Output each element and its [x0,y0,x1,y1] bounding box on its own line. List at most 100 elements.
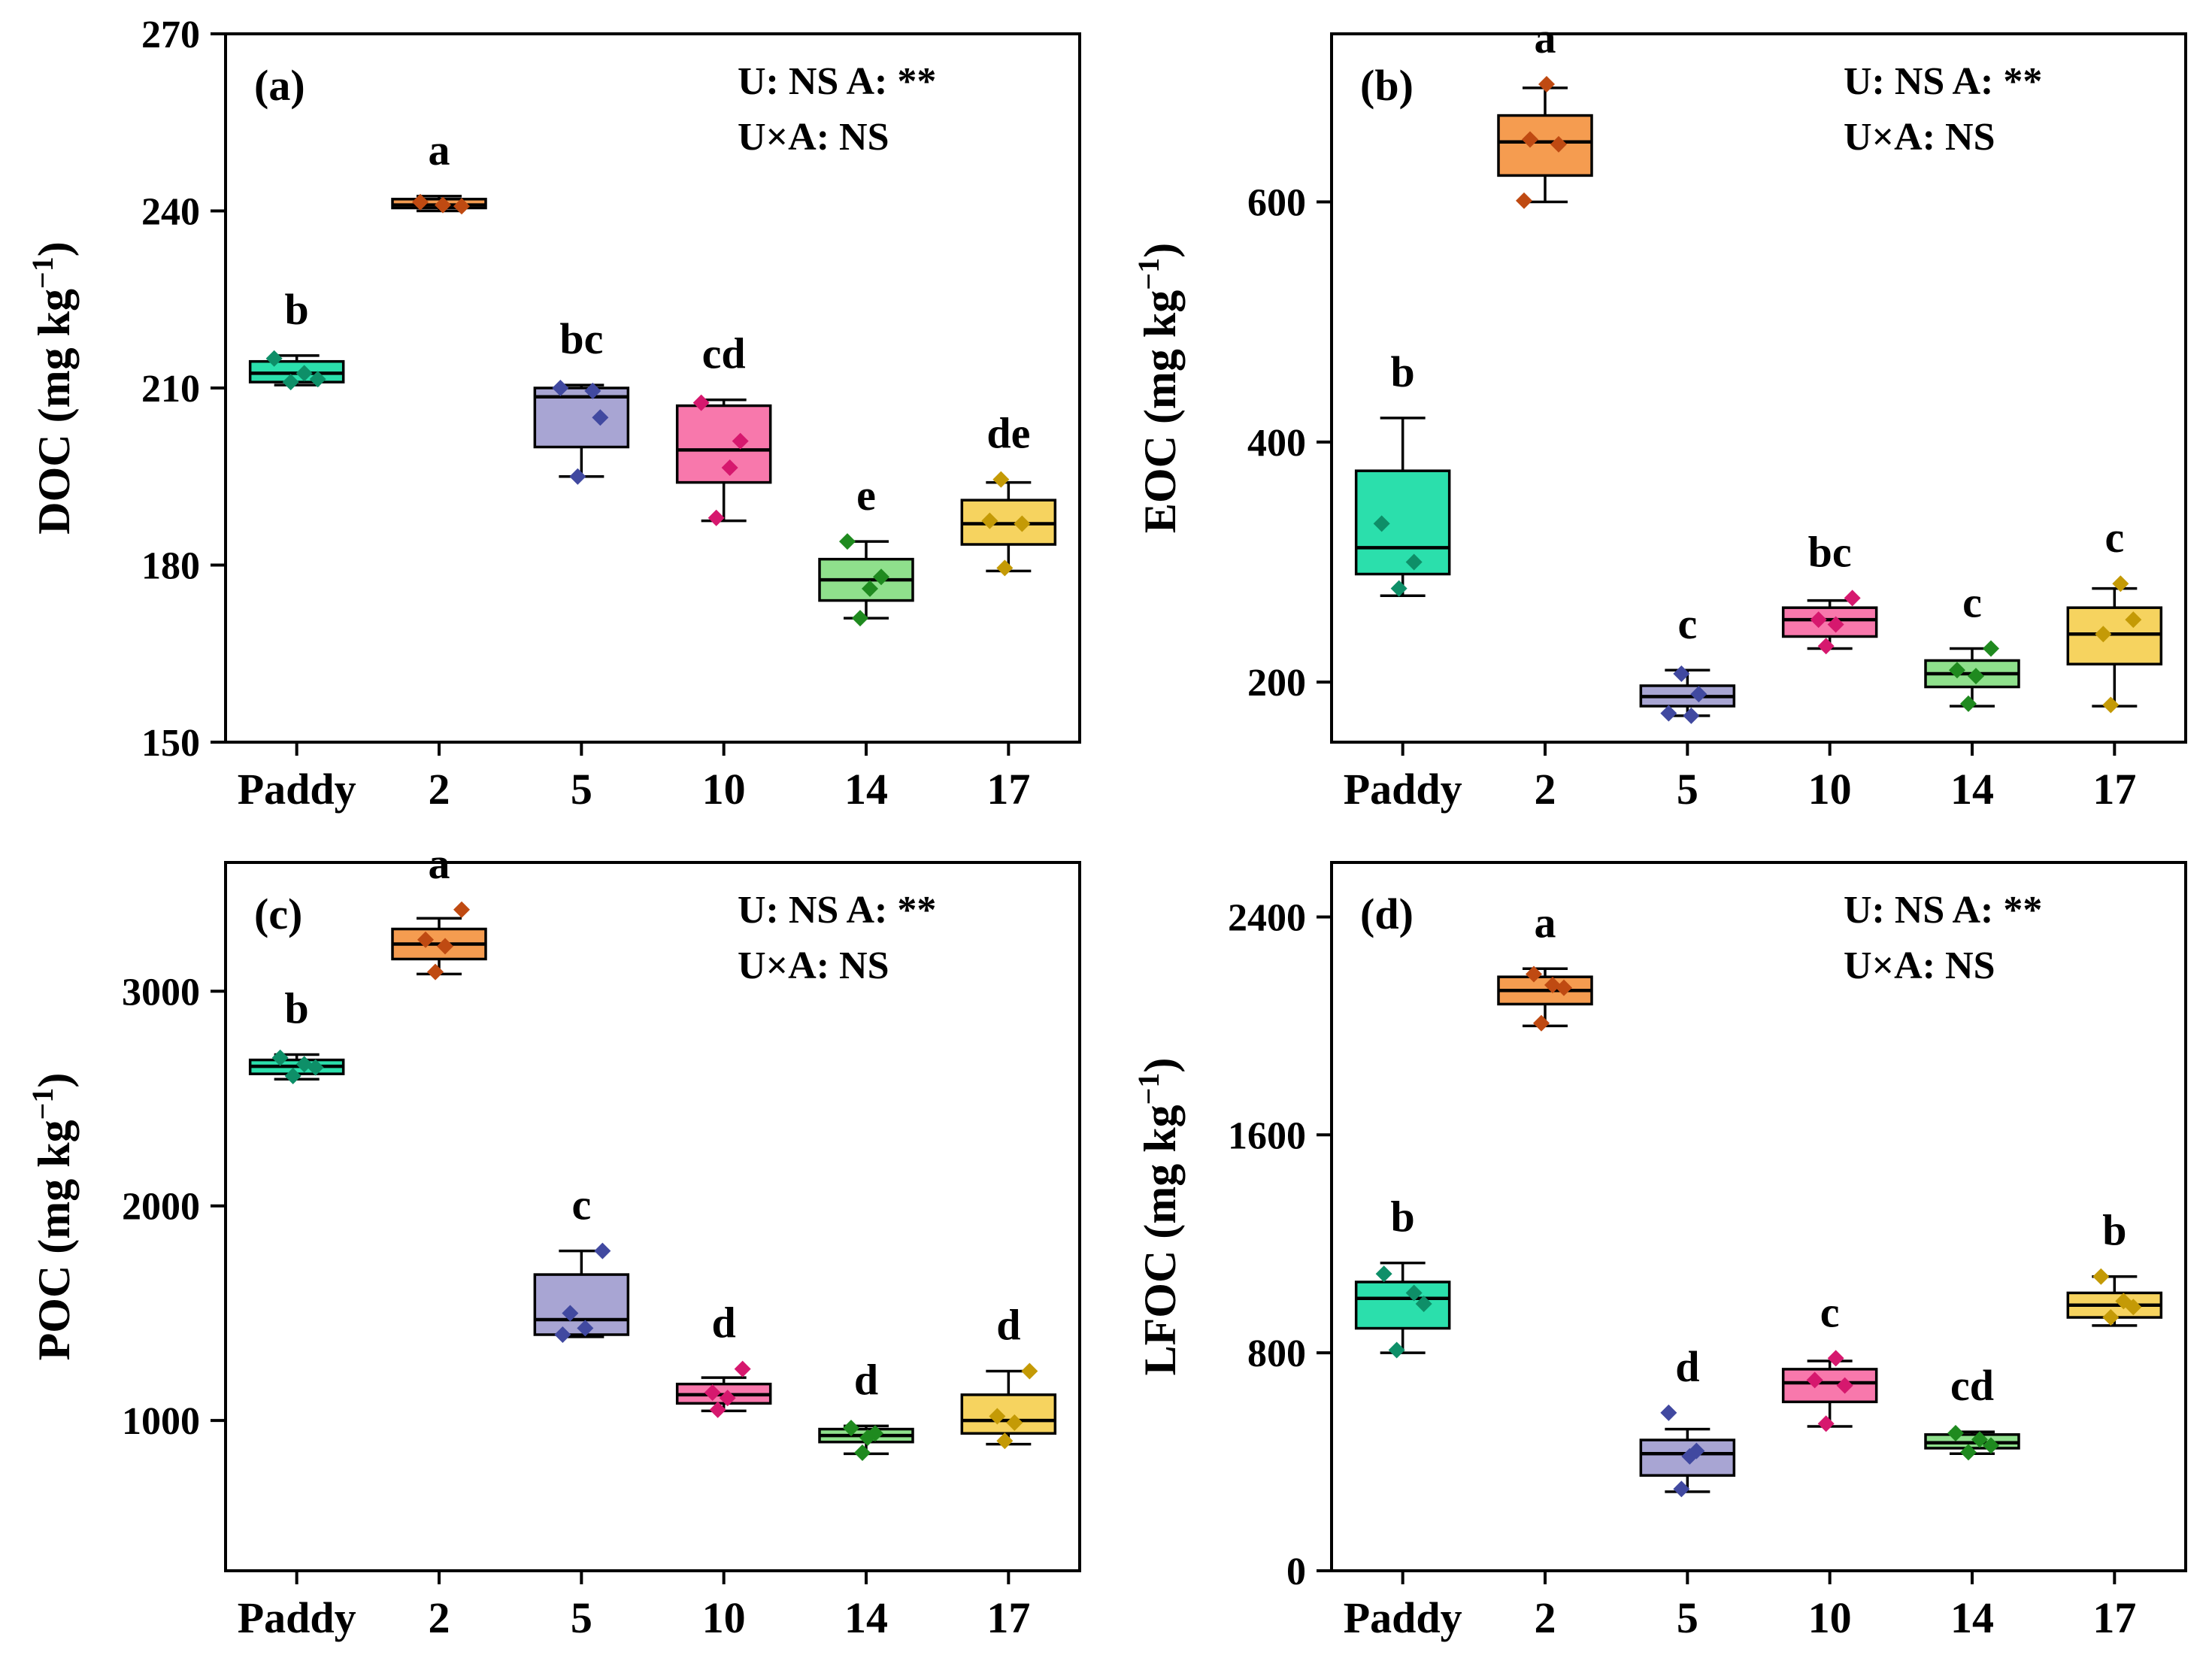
data-point-diamond [1827,1350,1844,1367]
data-point-diamond [309,371,326,388]
box-group-14 [1924,640,2020,712]
box-group-paddy [1354,417,1451,597]
significance-letter: d [712,1299,736,1347]
data-point-diamond [1373,515,1390,532]
x-tick-label: 17 [986,765,1030,814]
x-tick-label: 5 [571,1593,592,1642]
data-point-diamond [1660,705,1677,722]
data-point-diamond [1405,553,1423,571]
data-point-diamond [552,380,569,396]
data-point-diamond [284,1068,301,1085]
data-point-diamond [562,1305,579,1322]
box-group-5 [533,1242,630,1343]
significance-letter: bc [559,314,603,363]
y-tick-label: 180 [141,545,200,588]
data-point-diamond [732,432,749,450]
significance-letter: a [429,126,450,174]
data-point-diamond [1415,1295,1432,1312]
data-point-diamond [1983,640,1999,657]
data-point-diamond [1827,616,1844,633]
box-group-17 [960,471,1057,577]
data-point-diamond [592,409,609,426]
data-point-diamond [1806,1372,1823,1389]
data-point-diamond [271,1049,289,1066]
y-tick-label: 200 [1247,662,1306,705]
significance-letter: cd [1950,1361,1994,1410]
data-point-diamond [1844,590,1861,607]
x-tick-label: 5 [1677,765,1698,814]
box-group-paddy [248,350,345,391]
x-tick-label: 2 [1535,765,1556,814]
data-point-diamond [569,468,586,485]
y-axis-label: LFOC (mg kg−1) [1132,1058,1185,1376]
data-point-diamond [2115,1293,2132,1310]
stats-annotation-line: U: NS A: ** [738,889,936,932]
box-rect [675,404,772,484]
y-axis-label: EOC (mg kg−1) [1132,243,1185,533]
box-group-5 [1639,1404,1736,1498]
plot-frame [224,861,1081,1572]
box-group-2 [1497,965,1593,1032]
data-point-diamond [1390,580,1407,597]
box-group-paddy [1354,1261,1451,1359]
y-tick-label: 1600 [1228,1114,1306,1157]
data-point-diamond [427,963,444,981]
significance-letter: c [1820,1287,1840,1336]
data-point-diamond [437,938,453,955]
data-point-diamond [996,559,1014,577]
y-tick-label: 2400 [1228,896,1306,939]
stats-annotation-line: U: NS A: ** [738,60,936,103]
y-tick-label: 600 [1247,182,1306,225]
significance-letter: d [854,1355,878,1404]
data-point-diamond [2102,1309,2120,1326]
significance-letter: c [1677,599,1697,648]
data-point-diamond [2095,626,2112,643]
y-tick-label: 150 [141,722,200,765]
significance-letter: a [1535,14,1556,62]
data-point-diamond [721,459,738,476]
data-point-diamond [1983,1437,1999,1454]
box-group-14 [818,1420,914,1461]
x-tick-label: 10 [702,1593,746,1642]
data-point-diamond [734,1360,751,1378]
data-point-diamond [295,365,313,382]
box-rect [2066,606,2163,665]
data-point-diamond [1817,1415,1835,1432]
data-point-diamond [1949,662,1965,679]
data-point-diamond [996,1432,1014,1450]
data-point-diamond [453,901,470,918]
box-group-5 [1639,665,1736,724]
x-tick-label: 5 [571,765,592,814]
box-group-5 [533,380,630,485]
data-point-diamond [1533,1014,1550,1032]
data-point-diamond [862,580,878,597]
data-point-diamond [453,198,470,215]
data-point-diamond [1690,686,1707,703]
data-point-diamond [1681,1447,1698,1465]
stats-annotation-line: U×A: NS [738,944,889,987]
data-point-diamond [435,196,451,214]
data-point-diamond [992,471,1010,488]
data-point-diamond [843,1420,859,1437]
panel-label: (c) [254,890,302,938]
data-point-diamond [584,382,601,399]
box-group-17 [2066,1268,2163,1327]
data-point-diamond [1021,1362,1038,1380]
data-point-diamond [989,1408,1006,1425]
y-tick-label: 210 [141,368,200,411]
data-point-diamond [1971,1431,1988,1448]
data-point-diamond [1516,192,1532,209]
x-tick-label: 14 [1950,1593,1994,1642]
significance-letter: c [2104,513,2124,562]
panel-label: (b) [1360,61,1414,110]
significance-letter: cd [702,329,746,378]
data-point-diamond [2125,611,2142,629]
stats-annotation-line: U×A: NS [1844,944,1995,987]
data-point-diamond [1968,668,1984,685]
chart-doc: 150 180 210 240 270 Paddy 2 5 10 14 17 DOC (mg kg−1… [26,14,1081,814]
data-point-diamond [1544,977,1561,994]
x-tick-label: 2 [1535,1593,1556,1642]
data-point-diamond [981,512,998,529]
data-point-diamond [1014,515,1031,532]
